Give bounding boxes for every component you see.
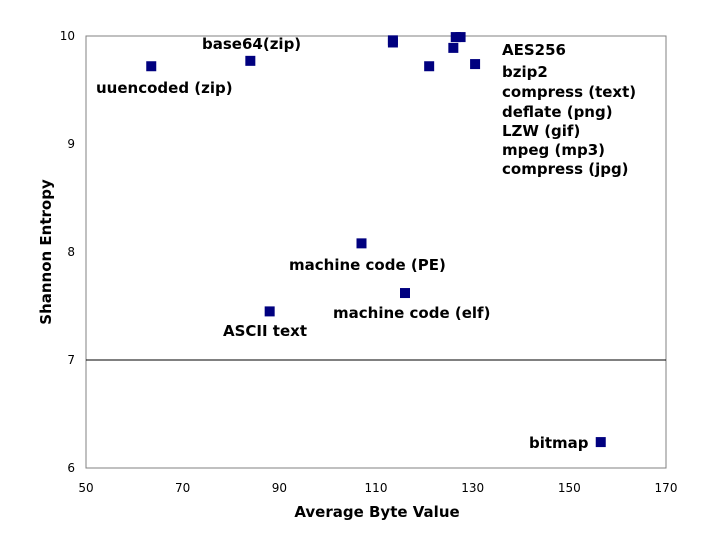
annotation-compress-jpg: compress (jpg)	[502, 160, 629, 178]
annotation-compress-text: compress (text)	[502, 83, 636, 101]
y-tick-label: 8	[67, 245, 75, 259]
data-point	[455, 32, 466, 43]
data-point	[356, 238, 367, 249]
annotation-bitmap: bitmap	[529, 434, 589, 452]
x-tick-label: 170	[655, 481, 678, 495]
y-axis-title: Shannon Entropy	[37, 179, 55, 325]
data-point	[387, 37, 398, 48]
data-point	[470, 59, 481, 70]
x-tick-label: 90	[272, 481, 287, 495]
data-point	[146, 61, 157, 72]
x-tick-label: 70	[175, 481, 190, 495]
y-tick-label: 10	[60, 29, 75, 43]
annotation-base64: base64(zip)	[202, 35, 301, 53]
data-markers	[146, 32, 606, 448]
x-axis-title: Average Byte Value	[294, 503, 459, 521]
annotation-machine-code-elf: machine code (elf)	[333, 304, 490, 322]
annotation-mpeg-mp3: mpeg (mp3)	[502, 141, 605, 159]
y-tick-label: 6	[67, 461, 75, 475]
annotation-machine-code-pe: machine code (PE)	[289, 256, 446, 274]
x-tick-label: 110	[365, 481, 388, 495]
data-point	[400, 288, 410, 299]
annotation-ascii-text: ASCII text	[223, 322, 307, 340]
y-tick-labels: 6 7 8 9 10	[60, 29, 75, 475]
x-tick-label: 50	[78, 481, 93, 495]
data-point	[595, 437, 606, 448]
y-tick-label: 9	[67, 137, 75, 151]
data-point	[245, 55, 256, 66]
x-tick-label: 130	[461, 481, 484, 495]
x-tick-label: 150	[558, 481, 581, 495]
y-tick-label: 7	[67, 353, 75, 367]
annotation-aes256: AES256	[502, 41, 566, 59]
data-point	[264, 306, 275, 317]
annotation-lzw-gif: LZW (gif)	[502, 122, 580, 140]
annotation-deflate-png: deflate (png)	[502, 103, 613, 121]
annotation-bzip2: bzip2	[502, 63, 548, 81]
plot-area	[85, 35, 667, 469]
data-point	[448, 42, 459, 53]
x-tick-labels: 50 70 90 110 130 150 170	[78, 481, 677, 495]
data-point	[424, 61, 435, 72]
annotation-uuencoded: uuencoded (zip)	[96, 79, 233, 97]
